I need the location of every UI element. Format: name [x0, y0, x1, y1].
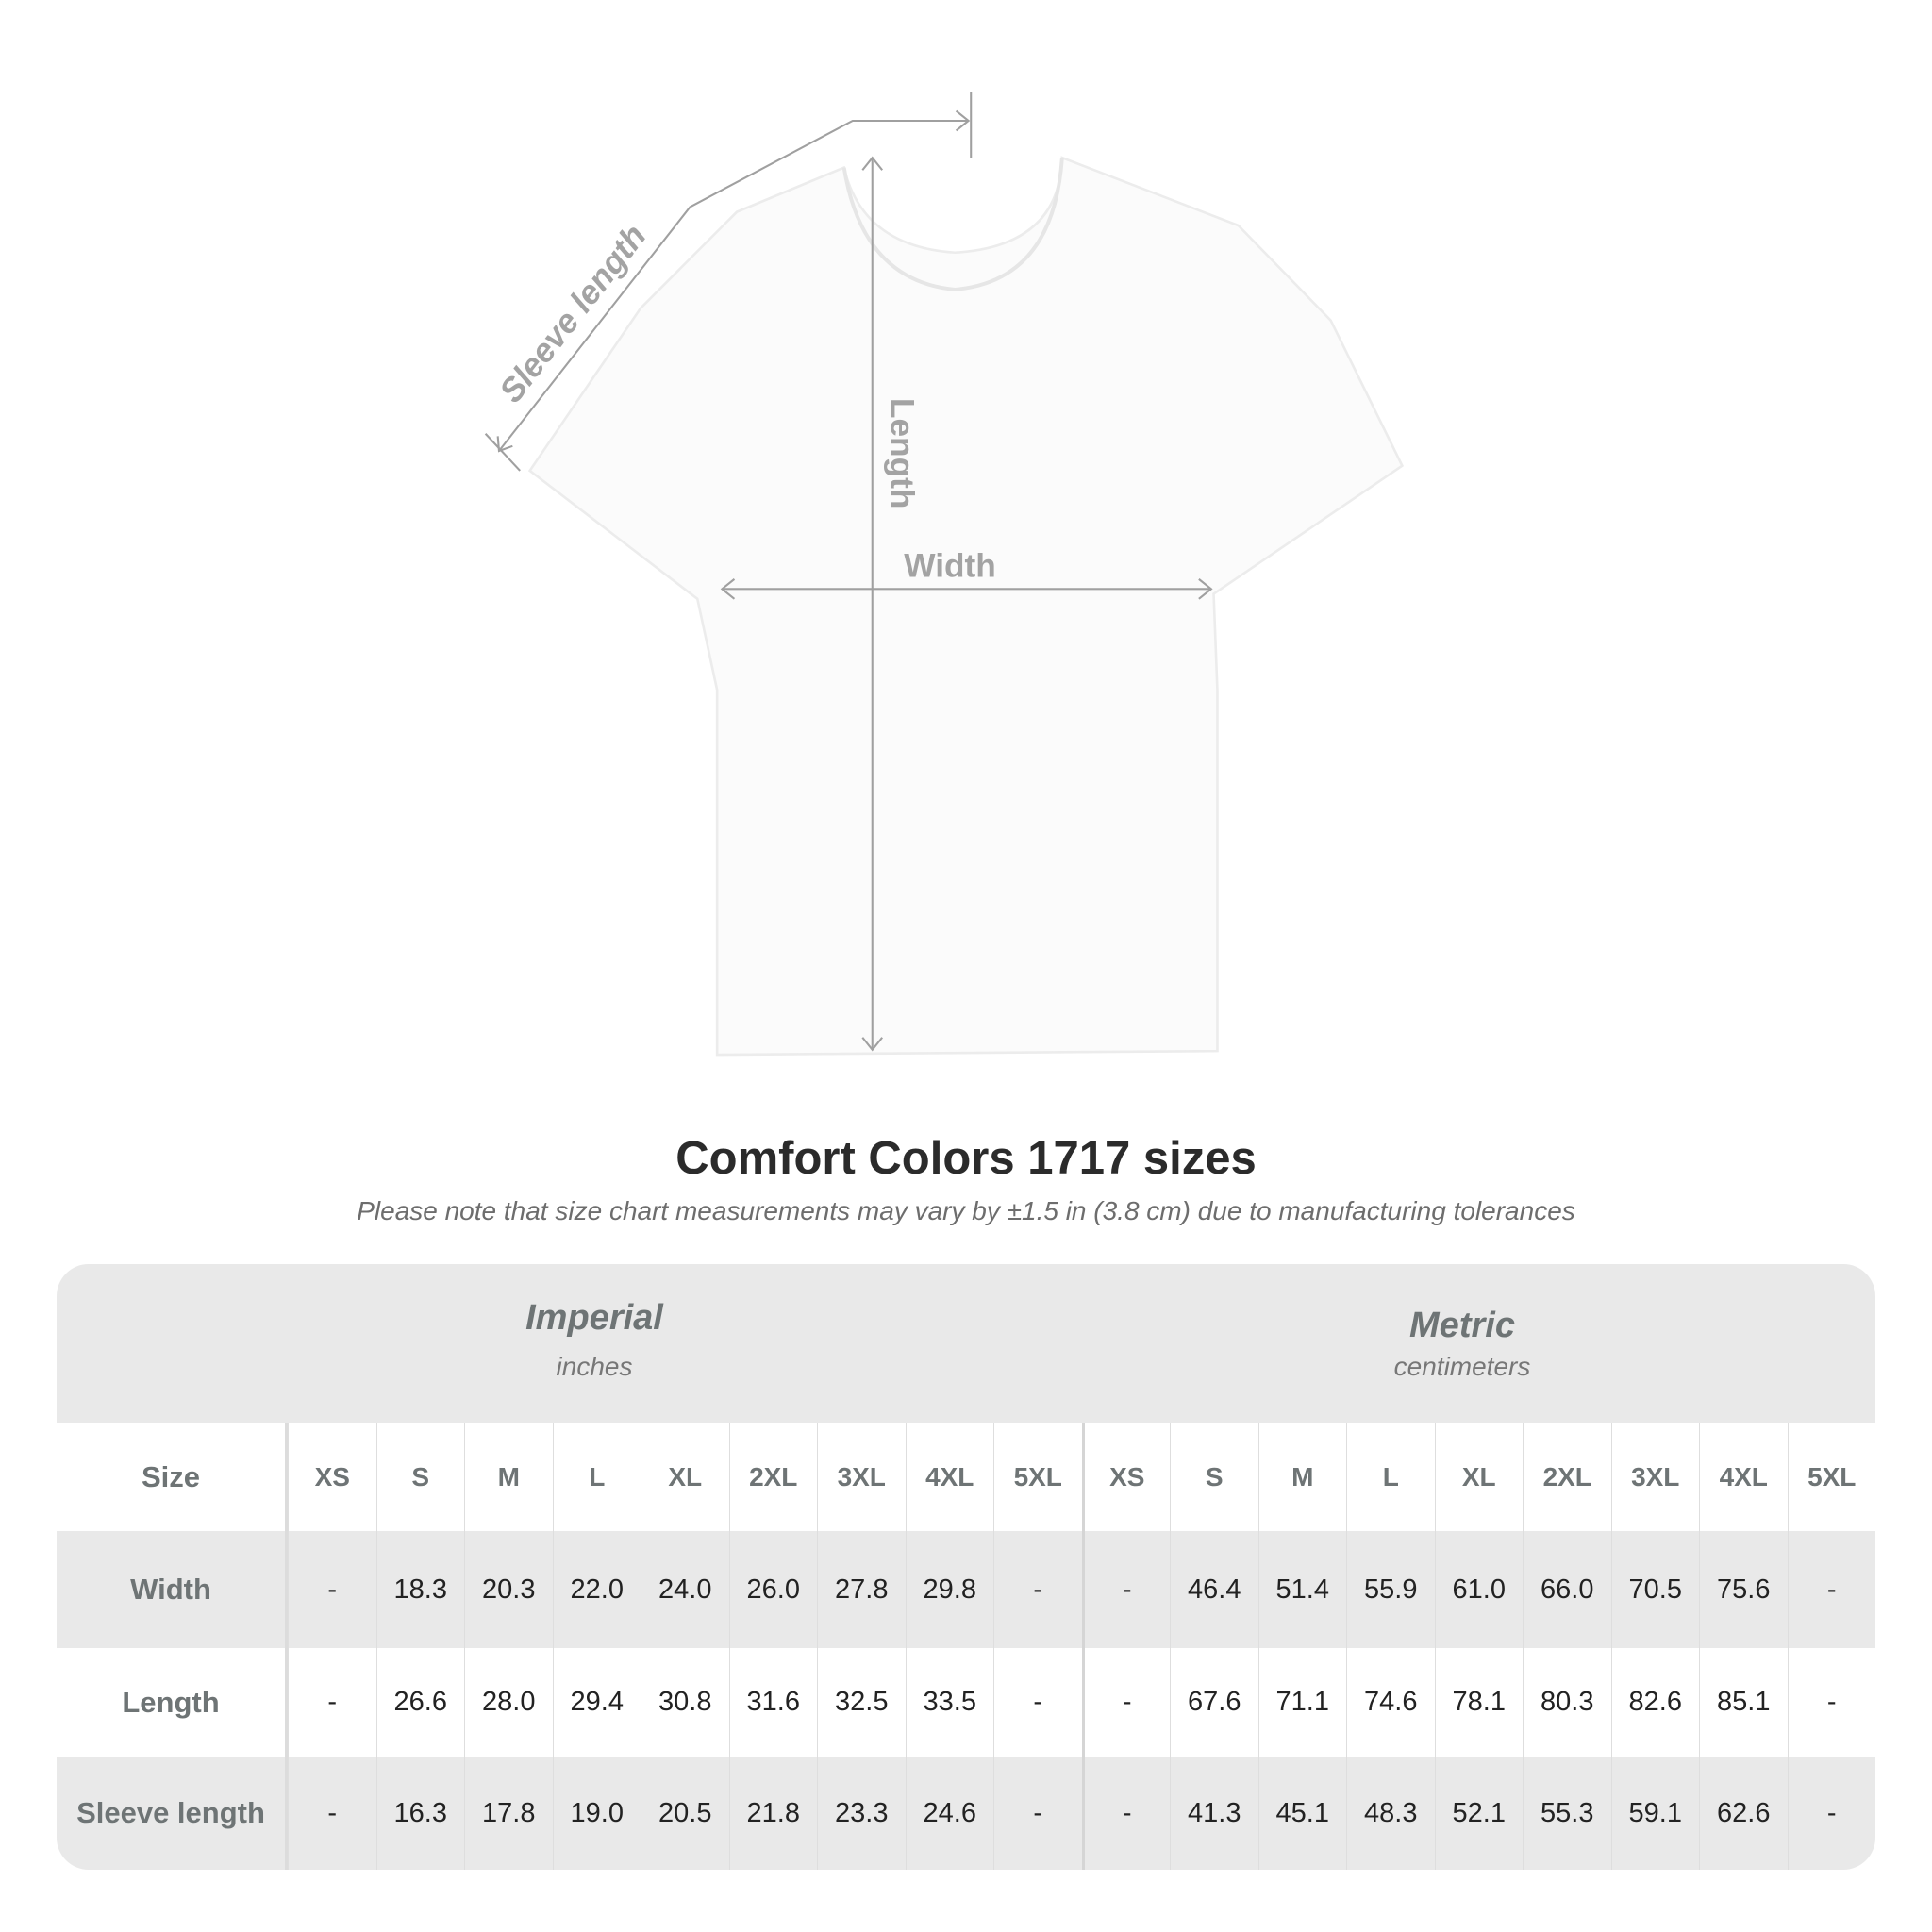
metric-size-l: L: [1346, 1423, 1435, 1531]
metric-size-4xl: 4XL: [1699, 1423, 1788, 1531]
metric-value-cell: 59.1: [1610, 1757, 1700, 1870]
metric-size-3xl: 3XL: [1610, 1423, 1700, 1531]
metric-unit: centimeters: [1393, 1352, 1531, 1381]
metric-size-m: M: [1257, 1423, 1347, 1531]
metric-value-cell: 61.0: [1434, 1531, 1524, 1648]
imperial-value-cell: 32.5: [817, 1648, 906, 1757]
size-chart-table: Imperial inches Metric centimeters Size X…: [57, 1264, 1875, 1870]
metric-value-cell: -: [1787, 1648, 1876, 1757]
metric-value-cell: 48.3: [1346, 1757, 1435, 1870]
tolerance-note: Please note that size chart measurements…: [357, 1196, 1575, 1225]
width-label: Width: [904, 547, 996, 584]
imperial-value-cell: 29.4: [552, 1648, 641, 1757]
row-label: Length: [57, 1648, 288, 1757]
imperial-unit: inches: [556, 1352, 633, 1381]
imperial-size-5xl: 5XL: [993, 1423, 1082, 1531]
row-label: Width: [57, 1531, 288, 1648]
imperial-value-cell: -: [993, 1648, 1082, 1757]
imperial-size-s: S: [375, 1423, 465, 1531]
imperial-value-cell: 33.5: [905, 1648, 994, 1757]
imperial-size-4xl: 4XL: [905, 1423, 994, 1531]
imperial-value-cell: 16.3: [375, 1757, 465, 1870]
imperial-value-cell: 23.3: [817, 1757, 906, 1870]
metric-value-cell: -: [1081, 1648, 1171, 1757]
imperial-value-cell: 21.8: [728, 1757, 818, 1870]
imperial-value-cell: 19.0: [552, 1757, 641, 1870]
imperial-title: Imperial: [525, 1298, 663, 1338]
imperial-size-2xl: 2XL: [728, 1423, 818, 1531]
metric-size-xs: XS: [1081, 1423, 1171, 1531]
imperial-size-m: M: [464, 1423, 553, 1531]
metric-size-2xl: 2XL: [1523, 1423, 1611, 1531]
metric-value-cell: 78.1: [1434, 1648, 1524, 1757]
imperial-header: Imperial inches: [264, 1298, 924, 1382]
imperial-value-cell: -: [288, 1757, 376, 1870]
table-row-length: Length -26.6 28.0 29.4 30.8 31.6 32.5 33.5- -67.…: [57, 1648, 1875, 1757]
metric-size-5xl: 5XL: [1787, 1423, 1876, 1531]
metric-value-cell: 52.1: [1434, 1757, 1524, 1870]
metric-value-cell: -: [1787, 1531, 1876, 1648]
metric-value-cell: 41.3: [1170, 1757, 1258, 1870]
imperial-value-cell: 24.6: [905, 1757, 994, 1870]
imperial-value-cell: 26.0: [728, 1531, 818, 1648]
metric-value-cell: 55.3: [1523, 1757, 1611, 1870]
imperial-value-cell: -: [288, 1648, 376, 1757]
metric-size-s: S: [1170, 1423, 1258, 1531]
imperial-size-xs: XS: [288, 1423, 376, 1531]
metric-value-cell: 62.6: [1699, 1757, 1788, 1870]
metric-value-cell: 80.3: [1523, 1648, 1611, 1757]
imperial-value-cell: 24.0: [641, 1531, 729, 1648]
imperial-value-cell: 26.6: [375, 1648, 465, 1757]
imperial-size-xl: XL: [641, 1423, 729, 1531]
sleeve-length-arrow: [498, 119, 969, 452]
metric-header: Metric centimeters: [1132, 1306, 1792, 1382]
imperial-value-cell: 28.0: [464, 1648, 553, 1757]
imperial-value-cell: 20.3: [464, 1531, 553, 1648]
metric-value-cell: 82.6: [1610, 1648, 1700, 1757]
metric-value-cell: -: [1081, 1531, 1171, 1648]
imperial-size-l: L: [552, 1423, 641, 1531]
metric-value-cell: 46.4: [1170, 1531, 1258, 1648]
imperial-value-cell: 30.8: [641, 1648, 729, 1757]
size-header-row: Size XS S M L XL 2XL 3XL 4XL 5XL XS S M L XL 2XL 3XL 4XL 5…: [57, 1423, 1875, 1531]
metric-value-cell: 67.6: [1170, 1648, 1258, 1757]
imperial-value-cell: -: [993, 1531, 1082, 1648]
metric-value-cell: -: [1787, 1757, 1876, 1870]
tshirt-diagram: Sleeve length Length Width: [484, 92, 1405, 1057]
metric-value-cell: -: [1081, 1757, 1171, 1870]
metric-value-cell: 75.6: [1699, 1531, 1788, 1648]
metric-value-cell: 71.1: [1257, 1648, 1347, 1757]
metric-value-cell: 55.9: [1346, 1531, 1435, 1648]
imperial-value-cell: 20.5: [641, 1757, 729, 1870]
metric-title: Metric: [1409, 1306, 1515, 1345]
metric-value-cell: 51.4: [1257, 1531, 1347, 1648]
unit-system-header: Imperial inches Metric centimeters: [57, 1264, 1875, 1423]
size-header-label: Size: [57, 1423, 288, 1531]
imperial-value-cell: 29.8: [905, 1531, 994, 1648]
imperial-value-cell: 22.0: [552, 1531, 641, 1648]
metric-size-xl: XL: [1434, 1423, 1524, 1531]
page-title: Comfort Colors 1717 sizes: [675, 1133, 1257, 1184]
metric-value-cell: 74.6: [1346, 1648, 1435, 1757]
imperial-value-cell: 27.8: [817, 1531, 906, 1648]
imperial-value-cell: 18.3: [375, 1531, 465, 1648]
tshirt-image: [527, 156, 1405, 1057]
table-row-width: Width -18.3 20.3 22.0 24.0 26.0 27.8 29.8- -46.4…: [57, 1531, 1875, 1648]
imperial-size-3xl: 3XL: [817, 1423, 906, 1531]
imperial-value-cell: 31.6: [728, 1648, 818, 1757]
metric-value-cell: 45.1: [1257, 1757, 1347, 1870]
tshirt-collar: [841, 158, 1064, 291]
metric-value-cell: 85.1: [1699, 1648, 1788, 1757]
metric-value-cell: 70.5: [1610, 1531, 1700, 1648]
imperial-value-cell: -: [993, 1757, 1082, 1870]
row-label: Sleeve length: [57, 1757, 288, 1870]
table-row-sleeve-length: Sleeve length -16.3 17.8 19.0 20.5 21.8 23.3 24…: [57, 1757, 1875, 1870]
metric-value-cell: 66.0: [1523, 1531, 1611, 1648]
imperial-value-cell: 17.8: [464, 1757, 553, 1870]
length-label: Length: [883, 398, 920, 508]
imperial-value-cell: -: [288, 1531, 376, 1648]
